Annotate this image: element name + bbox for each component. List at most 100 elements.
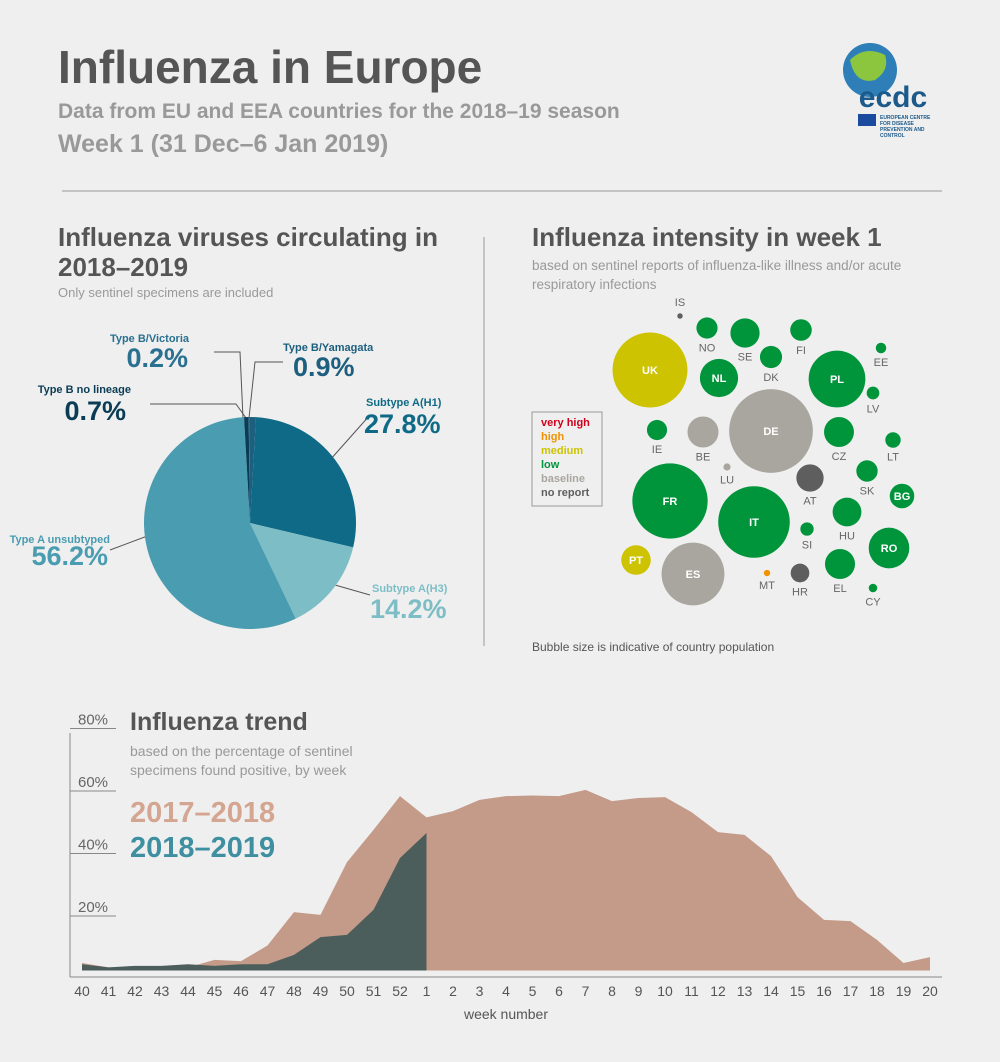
country-label: EE <box>874 357 889 369</box>
country-bubble <box>832 497 862 527</box>
pie-slice <box>250 417 256 523</box>
logo-text: EUROPEAN CENTRE FOR DISEASE PREVENTION A… <box>880 115 931 139</box>
pie-title: Influenza viruses circulating in 2018–20… <box>58 222 438 282</box>
country-bubble <box>856 460 878 482</box>
country-bubble <box>661 542 725 606</box>
bubble-title: Influenza intensity in week 1 <box>532 222 882 252</box>
x-tick-label: 47 <box>260 983 276 999</box>
x-tick-label: 13 <box>737 983 753 999</box>
x-tick-label: 14 <box>763 983 779 999</box>
country-label: NO <box>699 343 716 355</box>
x-tick-label: 9 <box>635 983 643 999</box>
x-axis-label: week number <box>463 1006 549 1022</box>
leader-line <box>150 403 247 419</box>
x-tick-label: 5 <box>529 983 537 999</box>
x-tick-label: 16 <box>816 983 832 999</box>
x-tick-label: 7 <box>582 983 590 999</box>
legend-entry: 2017–2018 <box>130 797 275 829</box>
leader-line <box>248 361 283 419</box>
pie-slice <box>250 523 354 619</box>
x-tick-label: 42 <box>127 983 143 999</box>
country-bubble <box>824 548 856 580</box>
country-label: SK <box>860 486 875 498</box>
country-label: LV <box>867 403 880 415</box>
legend-entry: medium <box>541 445 583 457</box>
country-bubble <box>800 522 814 536</box>
country-label: RO <box>881 543 898 555</box>
logo-name: ecdc <box>859 81 927 114</box>
y-tick-label: 60% <box>78 774 108 791</box>
country-label: PT <box>629 555 643 567</box>
y-tick-label: 80% <box>78 712 108 729</box>
x-tick-label: 40 <box>74 983 90 999</box>
legend-entry: low <box>541 459 560 471</box>
country-bubble <box>875 342 887 354</box>
country-bubble <box>621 545 651 575</box>
x-tick-label: 19 <box>896 983 912 999</box>
slice-value: 27.8% <box>364 409 441 439</box>
country-label: HR <box>792 586 808 598</box>
country-label: UK <box>642 365 658 377</box>
pie-slice <box>250 417 356 548</box>
country-bubble <box>889 483 915 509</box>
x-tick-label: 3 <box>476 983 484 999</box>
x-tick-label: 44 <box>180 983 196 999</box>
country-bubble <box>723 463 731 471</box>
x-tick-label: 10 <box>657 983 673 999</box>
slice-value: 14.2% <box>370 594 447 624</box>
x-tick-label: 12 <box>710 983 726 999</box>
country-bubble <box>696 317 718 339</box>
country-label: AT <box>803 496 817 508</box>
slice-value: 0.7% <box>64 396 126 426</box>
y-tick-label: 20% <box>78 899 108 916</box>
country-label: NL <box>712 373 727 385</box>
slice-value: 0.9% <box>293 352 355 382</box>
leader-line <box>329 414 371 461</box>
x-tick-label: 4 <box>502 983 510 999</box>
x-tick-label: 20 <box>922 983 938 999</box>
slice-name: Type B no lineage <box>38 384 131 396</box>
country-bubble <box>699 358 739 398</box>
slice-value: 56.2% <box>31 541 108 571</box>
x-tick-label: 50 <box>339 983 355 999</box>
x-tick-label: 2 <box>449 983 457 999</box>
country-label: DE <box>763 426 778 438</box>
legend-entry: very high <box>541 417 590 429</box>
logo-flag <box>858 114 876 126</box>
bubble-subtitle: based on sentinel reports of influenza-l… <box>532 258 902 292</box>
leader-line <box>109 534 151 551</box>
country-bubble <box>866 386 880 400</box>
page-subtitle: Data from EU and EEA countries for the 2… <box>58 100 620 123</box>
x-tick-label: 15 <box>790 983 806 999</box>
leader-line <box>334 584 371 596</box>
leader-lines <box>109 351 371 596</box>
x-tick-label: 8 <box>608 983 616 999</box>
country-bubble <box>868 527 910 569</box>
country-label: CZ <box>832 451 847 463</box>
bubble-note: Bubble size is indicative of country pop… <box>532 640 775 654</box>
logo: ecdc <box>843 43 927 126</box>
pie-slice <box>248 417 250 523</box>
slice-name: Subtype A(H1) <box>366 397 442 409</box>
country-label: LU <box>720 475 734 487</box>
slice-name: Type B/Victoria <box>110 333 190 345</box>
x-tick-label: 6 <box>555 983 563 999</box>
country-bubble <box>885 432 901 448</box>
x-tick-label: 41 <box>101 983 117 999</box>
legend-entry: 2018–2019 <box>130 832 275 864</box>
country-label: BE <box>696 452 711 464</box>
country-label: IT <box>749 517 759 529</box>
country-label: HU <box>839 530 855 542</box>
page-title: Influenza in Europe <box>58 41 483 93</box>
x-tick-label: 1 <box>423 983 431 999</box>
country-label: IE <box>652 444 662 456</box>
country-bubble <box>730 318 760 348</box>
series-area <box>82 789 930 971</box>
country-label: ES <box>686 569 701 581</box>
country-label: SI <box>802 540 812 552</box>
slice-name: Type B/Yamagata <box>283 342 374 354</box>
legend-entry: no report <box>541 487 590 499</box>
x-tick-label: 52 <box>392 983 408 999</box>
country-label: SE <box>738 352 753 364</box>
